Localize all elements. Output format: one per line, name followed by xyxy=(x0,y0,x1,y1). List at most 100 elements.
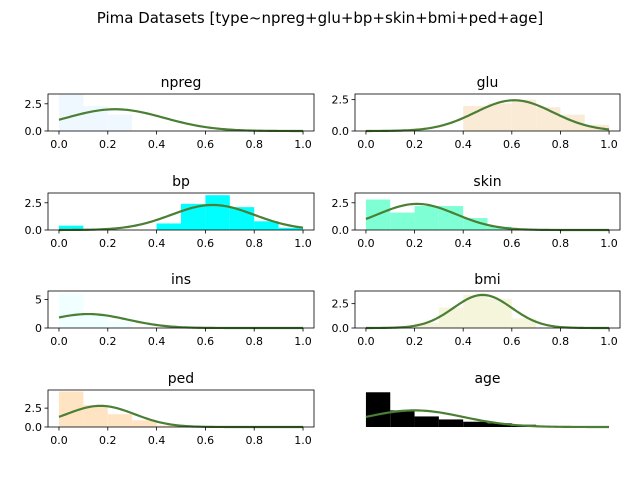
axes-frame xyxy=(47,192,315,231)
x-tick-label: 0.6 xyxy=(197,237,215,250)
x-tick-label: 1.0 xyxy=(294,237,312,250)
density-curve xyxy=(365,99,610,133)
x-tick-label: 1.0 xyxy=(294,138,312,151)
x-tick-label: 0.2 xyxy=(99,335,117,348)
y-tick-label: 2.5 xyxy=(332,298,350,311)
x-tick-label: 0.4 xyxy=(454,237,472,250)
panel-title: ped xyxy=(168,371,194,387)
x-tick-label: 0.2 xyxy=(406,138,424,151)
histogram-bar xyxy=(205,195,230,230)
x-tick-label: 0.2 xyxy=(99,138,117,151)
histogram-bar xyxy=(107,414,133,427)
histogram-bar xyxy=(463,218,488,230)
panel-bp: 0.0 0.2 0.4 0.6 0.8 1.0 0.0 2.5 bp xyxy=(25,174,315,250)
x-tick-label: 0.6 xyxy=(197,335,215,348)
histogram-bar xyxy=(487,103,512,131)
histogram-bar xyxy=(414,323,439,328)
x-tick-label: 0.0 xyxy=(357,138,375,151)
x-tick-label: 0.8 xyxy=(245,335,263,348)
histogram-bar xyxy=(390,410,415,427)
panel-glu: 0.0 0.2 0.4 0.6 0.8 1.0 0.0 2.5 glu xyxy=(332,75,621,151)
x-tick-label: 0.8 xyxy=(552,237,570,250)
x-tick-label: 0.4 xyxy=(454,138,472,151)
x-tick-label: 0.0 xyxy=(50,335,68,348)
histogram-bar xyxy=(390,212,415,230)
density-curve xyxy=(58,203,304,232)
axes-frame xyxy=(354,192,621,231)
panel-title: skin xyxy=(473,174,501,190)
x-tick-label: 1.0 xyxy=(600,138,618,151)
histogram-bar xyxy=(107,321,133,328)
histogram-bar xyxy=(438,419,464,427)
histogram-bar xyxy=(58,225,84,230)
histogram-bar xyxy=(365,392,391,427)
histogram-bar xyxy=(58,94,84,131)
histogram-bar xyxy=(83,314,108,328)
x-tick-label: 0.0 xyxy=(50,138,68,151)
panel-npreg: 0.0 0.2 0.4 0.6 0.8 1.0 0.0 2.5 npreg xyxy=(25,75,315,151)
histogram-bar xyxy=(254,221,279,230)
x-tick-label: 0.4 xyxy=(148,335,166,348)
x-tick-label: 0.2 xyxy=(406,237,424,250)
x-tick-label: 0.0 xyxy=(50,237,68,250)
histogram-bar xyxy=(278,227,304,230)
histogram-bar xyxy=(487,423,512,427)
histogram-bar xyxy=(463,421,488,427)
y-tick-label: 0.0 xyxy=(25,125,43,138)
y-tick-label: 0 xyxy=(35,322,42,335)
histogram-bar xyxy=(58,293,84,328)
x-tick-label: 1.0 xyxy=(600,335,618,348)
axes-frame xyxy=(354,93,621,132)
panel-ins: 0.0 0.2 0.4 0.6 0.8 1.0 0 5 ins xyxy=(35,272,315,348)
histogram-bar xyxy=(438,206,464,230)
y-tick-label: 0.0 xyxy=(25,421,43,434)
y-tick-label: 2.5 xyxy=(25,402,43,415)
panel-skin: 0.0 0.2 0.4 0.6 0.8 1.0 0.0 2.5 skin xyxy=(332,174,621,250)
histogram-bar xyxy=(156,223,181,230)
panel-title: bmi xyxy=(474,272,500,288)
x-tick-label: 0.6 xyxy=(503,237,521,250)
panel-title: bp xyxy=(172,174,190,190)
y-tick-label: 0.0 xyxy=(332,125,350,138)
axes-frame xyxy=(47,290,315,329)
x-tick-label: 0.6 xyxy=(197,434,215,447)
x-tick-label: 0.6 xyxy=(503,138,521,151)
histogram-bar xyxy=(463,105,488,131)
histogram-bar xyxy=(487,298,512,328)
panel-age: age xyxy=(365,371,610,429)
panel-title: ins xyxy=(171,272,191,288)
panel-bmi: 0.0 0.2 0.4 0.6 0.8 1.0 0.0 2.5 bmi xyxy=(332,272,621,348)
x-tick-label: 1.0 xyxy=(294,335,312,348)
y-tick-label: 5 xyxy=(35,294,42,307)
x-tick-label: 0.8 xyxy=(245,434,263,447)
y-tick-label: 2.5 xyxy=(332,94,350,107)
density-curve xyxy=(365,409,610,429)
histogram-bar xyxy=(511,318,537,328)
y-tick-label: 2.5 xyxy=(332,197,350,210)
x-tick-label: 1.0 xyxy=(600,237,618,250)
histogram-bar xyxy=(156,425,181,427)
x-tick-label: 0.0 xyxy=(50,434,68,447)
x-tick-label: 0.4 xyxy=(148,434,166,447)
chart-title: Pima Datasets [type~npreg+glu+bp+skin+bm… xyxy=(97,9,544,27)
histogram-bar xyxy=(107,114,133,131)
x-tick-label: 0.0 xyxy=(357,237,375,250)
x-tick-label: 0.4 xyxy=(148,237,166,250)
density-curve xyxy=(365,293,610,330)
x-tick-label: 0.6 xyxy=(503,335,521,348)
panel-title: age xyxy=(474,371,500,387)
panel-title: glu xyxy=(477,75,499,91)
x-tick-label: 0.2 xyxy=(99,237,117,250)
panel-ped: 0.0 0.2 0.4 0.6 0.8 1.0 0.0 2.5 ped xyxy=(25,371,315,447)
histogram-bar xyxy=(511,99,537,131)
histogram-bar xyxy=(414,206,439,230)
axes-frame xyxy=(354,290,621,329)
x-tick-label: 0.8 xyxy=(552,335,570,348)
x-tick-label: 0.6 xyxy=(197,138,215,151)
x-tick-label: 0.8 xyxy=(552,138,570,151)
y-tick-label: 2.5 xyxy=(25,98,43,111)
x-tick-label: 0.4 xyxy=(148,138,166,151)
x-tick-label: 0.8 xyxy=(245,237,263,250)
